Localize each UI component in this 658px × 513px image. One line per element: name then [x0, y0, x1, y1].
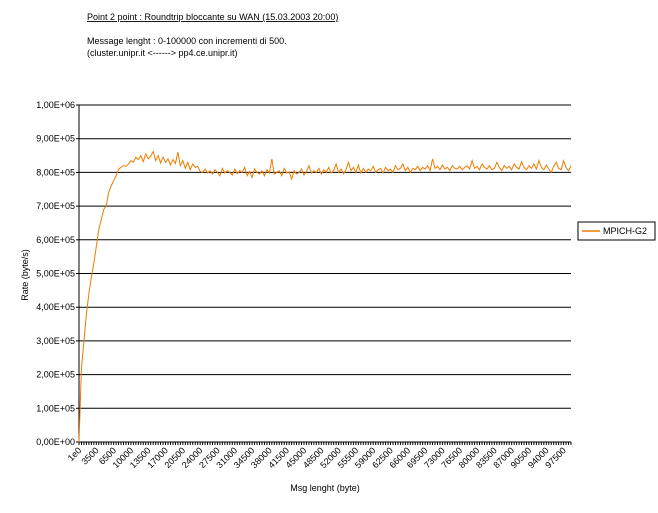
y-tick-label: 0,00E+00 — [36, 437, 75, 447]
x-tick-label: 3500 — [79, 445, 100, 466]
data-line — [78, 150, 572, 443]
y-tick-label: 7,00E+05 — [36, 201, 75, 211]
y-tick-label: 1,00E+06 — [36, 100, 75, 110]
y-tick-label: 4,00E+05 — [36, 302, 75, 312]
chart-title: Point 2 point : Roundtrip bloccante su W… — [87, 12, 338, 22]
y-tick-label: 6,00E+05 — [36, 235, 75, 245]
y-tick-label: 1,00E+05 — [36, 403, 75, 413]
y-tick-label: 8,00E+05 — [36, 167, 75, 177]
x-axis-title: Msg lenght (byte) — [290, 483, 360, 493]
y-tick-label: 2,00E+05 — [36, 370, 75, 380]
y-tick-label: 5,00E+05 — [36, 269, 75, 279]
y-tick-label: 9,00E+05 — [36, 134, 75, 144]
y-axis-title: Rate (byte/s) — [20, 249, 30, 301]
legend-box — [577, 221, 656, 241]
chart-subtitle: Message lenght : 0-100000 con incrementi… — [87, 36, 287, 46]
chart-subtitle: (cluster.unipr.it <------> pp4.ce.unipr.… — [87, 48, 238, 58]
y-tick-label: 3,00E+05 — [36, 336, 75, 346]
legend-label: MPICH-G2 — [603, 226, 647, 236]
